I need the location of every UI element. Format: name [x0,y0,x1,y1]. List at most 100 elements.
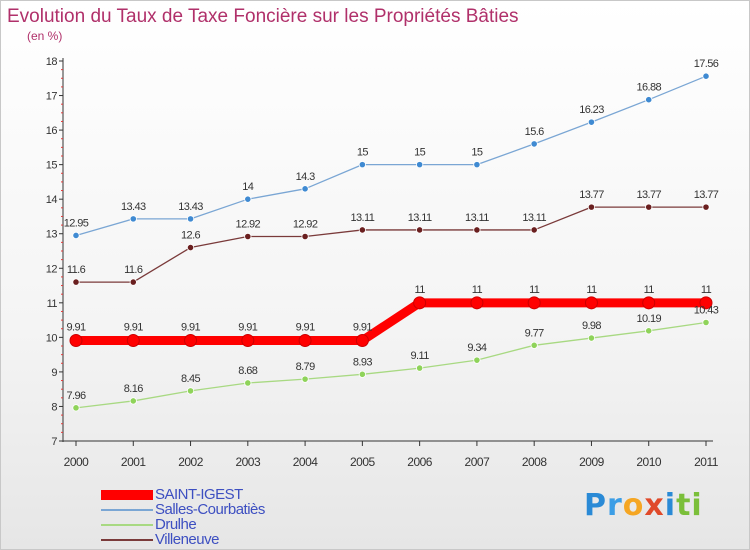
data-label: 8.16 [124,383,143,395]
data-label: 9.91 [124,321,143,333]
data-point [72,404,80,412]
data-label: 12.95 [64,217,89,229]
data-point [473,161,481,169]
data-label: 9.91 [353,321,372,333]
data-label: 11 [529,284,540,296]
data-label: 13.77 [694,189,719,201]
data-label: 13.11 [522,212,546,224]
proxiti-logo: Proxiti [584,488,703,523]
data-label: 12.92 [293,218,318,230]
data-label: 10.19 [636,313,661,325]
x-tick-label: 2009 [579,455,605,469]
data-label: 13.11 [465,212,489,224]
data-label: 8.45 [181,373,200,385]
data-point [72,231,80,240]
data-point [473,356,481,364]
y-tick-label: 10 [46,332,58,344]
series-line [75,206,707,283]
data-point [244,232,252,241]
legend-label: Villeneuve [155,531,219,548]
data-point [72,278,80,286]
data-point [241,333,255,347]
data-point [301,232,309,241]
x-tick-label: 2001 [121,455,147,469]
data-label: 13.11 [408,212,432,224]
data-point [301,185,309,193]
series-line [75,321,707,409]
data-label: 11.6 [124,264,143,276]
data-label: 7.96 [66,390,85,402]
data-label: 14 [242,181,254,193]
data-point [358,370,366,378]
data-label: 15 [357,147,369,159]
x-tick-label: 2010 [636,455,662,469]
data-label: 11 [586,284,597,296]
legend-swatch [101,524,153,526]
data-label: 11.6 [67,264,86,276]
legend-label: Salles-Courbatiès [155,501,265,518]
data-point [129,278,137,286]
data-label: 13.43 [121,201,146,213]
legend-label: SAINT-IGEST [155,486,243,503]
chart-title: Evolution du Taux de Taxe Foncière sur l… [7,6,519,27]
x-tick-label: 2011 [694,455,719,469]
data-label: 9.34 [467,342,486,354]
data-label: 15.6 [525,126,544,138]
data-label: 13.43 [178,201,203,213]
data-point [416,364,424,372]
data-label: 9.77 [525,327,544,339]
y-tick-label: 14 [46,194,58,206]
chart-subtitle: (en %) [27,29,63,43]
data-label: 10.43 [694,305,719,317]
data-label: 11 [644,284,655,296]
data-label: 8.79 [296,361,315,373]
data-point [530,226,538,234]
data-label: 13.77 [636,189,661,201]
data-label: 8.93 [353,356,372,368]
x-tick-label: 2008 [522,455,548,469]
data-point [129,215,137,223]
data-point [587,118,596,126]
data-point [587,334,596,342]
data-point [244,379,252,387]
data-point [69,333,83,347]
data-point [416,226,424,234]
data-point [413,296,427,310]
data-point [358,226,366,234]
y-tick-label: 13 [46,229,58,241]
data-point [645,203,653,211]
x-tick-label: 2003 [235,455,261,469]
data-label: 13.77 [579,189,604,201]
data-label: 15 [471,147,483,159]
data-point [416,161,424,169]
legend-label: Drulhe [155,516,197,533]
data-point [702,318,710,327]
data-label: 11 [472,284,483,296]
data-point [645,96,653,104]
y-tick-label: 17 [46,91,58,103]
data-label: 13.11 [351,212,375,224]
data-point [186,215,195,223]
data-point [358,161,366,169]
legend-swatch [101,490,153,500]
y-tick-label: 8 [51,401,57,413]
data-point [186,387,195,395]
x-tick-label: 2002 [178,455,204,469]
data-point [301,375,309,383]
data-point [530,341,538,349]
data-label: 9.11 [411,350,430,362]
data-label: 16.88 [636,82,661,94]
data-label: 14.3 [296,171,315,183]
series-line [71,298,711,345]
data-point [129,397,137,405]
data-point [530,140,538,148]
y-tick-label: 15 [46,160,58,172]
data-point [298,333,312,347]
x-tick-label: 2005 [350,455,376,469]
series-line [75,75,707,237]
data-point [645,327,653,335]
data-point [587,203,596,211]
x-tick-label: 2006 [407,455,433,469]
x-tick-label: 2004 [293,455,319,469]
y-tick-label: 11 [47,298,58,310]
